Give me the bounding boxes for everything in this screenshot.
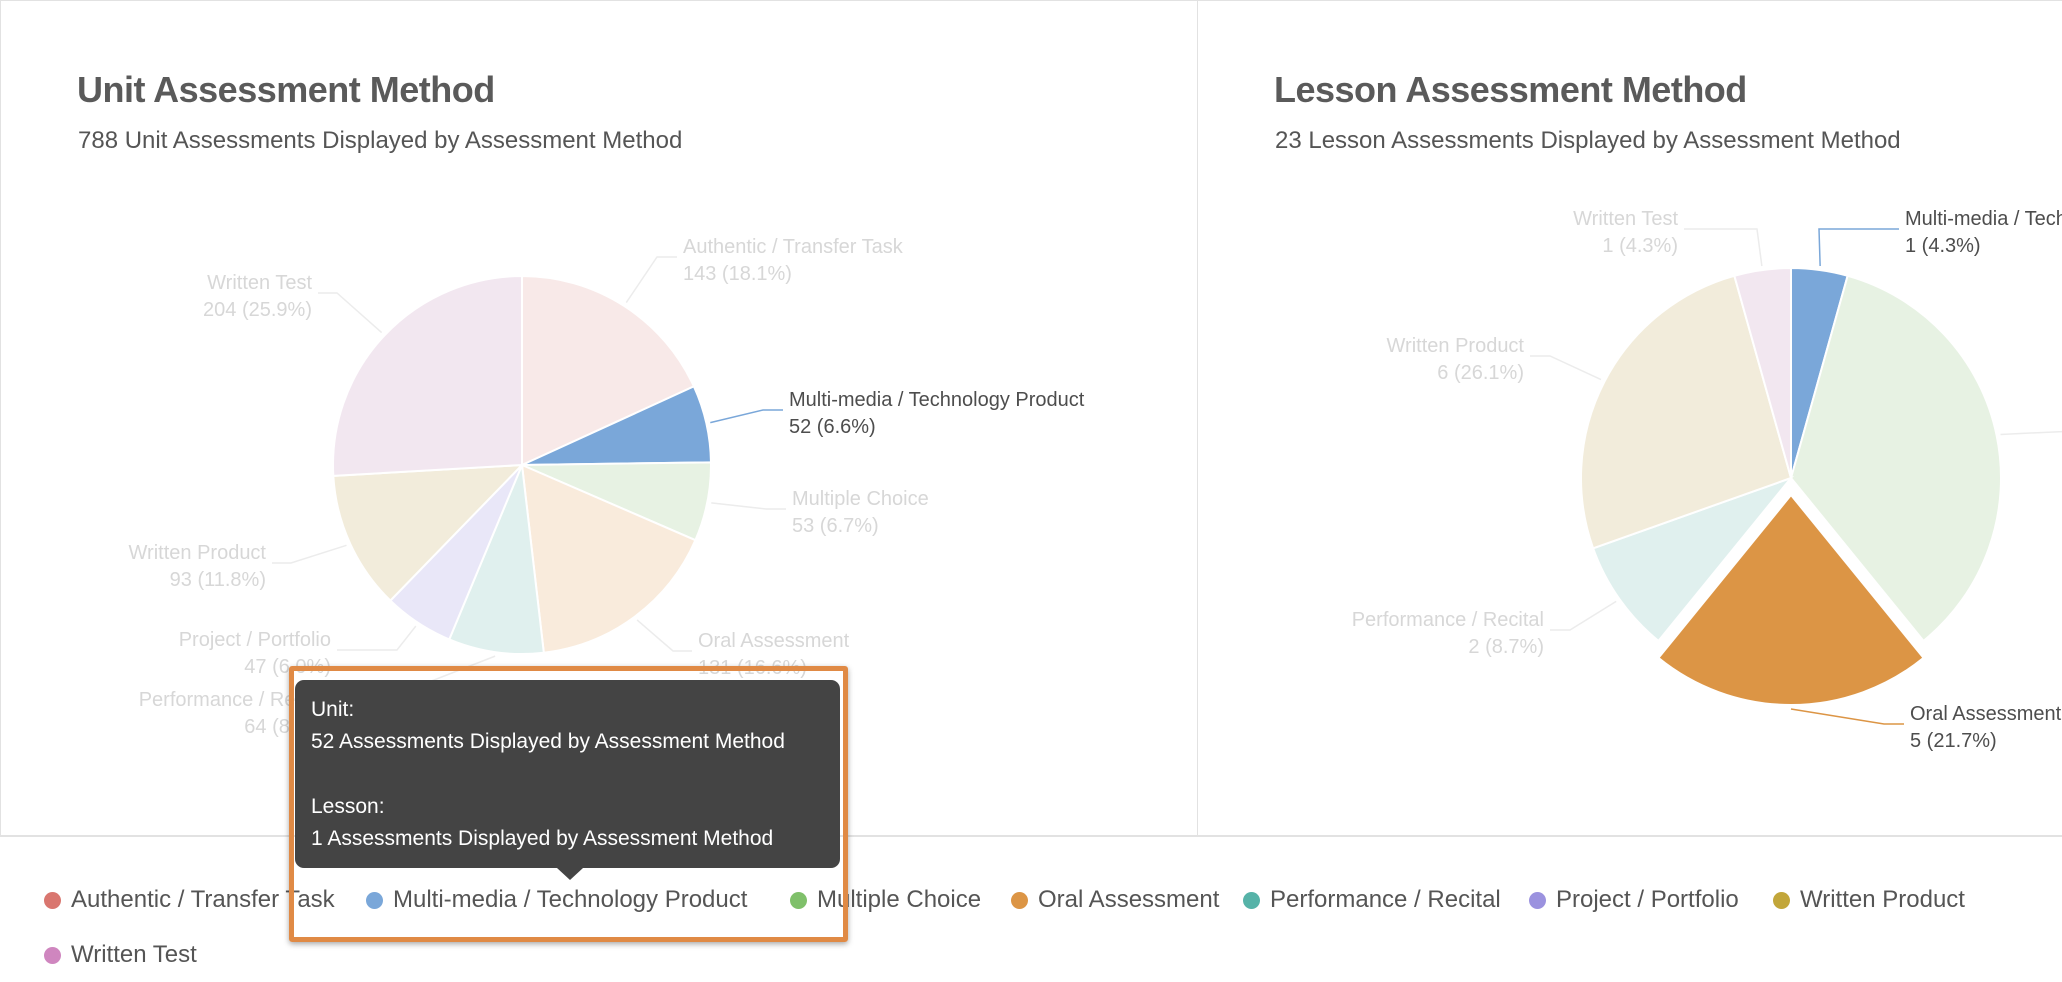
slice-label-name-written-test: Written Test	[207, 272, 312, 294]
slice-label-value-oral-assessment: 5 (21.7%)	[1910, 730, 1997, 752]
legend-item-performance-recital[interactable]: Performance / Recital	[1243, 886, 1501, 914]
legend-label: Written Test	[71, 941, 197, 968]
connector-line-multi-media-technology-product	[1818, 228, 1899, 267]
legend-item-written-test[interactable]: Written Test	[44, 941, 197, 969]
legend-item-project-portfolio[interactable]: Project / Portfolio	[1529, 886, 1739, 914]
lesson-pie-chart[interactable]: Multi-media / Technology Product 1 (4.3%)…	[1198, 1, 2062, 836]
legend-dot-icon	[44, 946, 61, 964]
slice-label-name-oral-assessment: Oral Assessment	[1910, 703, 2062, 725]
pie-slice-written-product[interactable]	[332, 463, 525, 603]
slice-label-value-multi-media-technology-product: 52 (6.6%)	[789, 416, 876, 438]
pie-slice-oral-assessment[interactable]	[520, 463, 697, 654]
unit-chart-subtitle: 788 Unit Assessments Displayed by Assess…	[78, 127, 683, 154]
tooltip-unit-text: 52 Assessments Displayed by Assessment M…	[311, 730, 785, 753]
pie-slice-authentic-transfer-task[interactable]	[521, 274, 696, 467]
pie-slice-oral-assessment[interactable]	[1657, 493, 1925, 706]
legend-dot-icon	[790, 891, 807, 909]
pie-slice-written-test[interactable]	[1733, 266, 1792, 479]
tooltip-lesson-heading: Lesson:	[311, 795, 385, 818]
tooltip-pointer	[557, 868, 583, 880]
pie-slice-performance-recital[interactable]	[1591, 475, 1795, 643]
pie-slice-written-product[interactable]	[1580, 274, 1793, 550]
slice-label-name-performance-recital: Performance / Recital	[1352, 609, 1544, 631]
pie-slice-written-test[interactable]	[332, 274, 523, 477]
pie-slices	[1580, 266, 2002, 706]
legend-dot-icon	[1243, 891, 1260, 909]
unit-chart-title: Unit Assessment Method	[77, 69, 495, 110]
slice-label-value-written-test: 204 (25.9%)	[203, 299, 312, 321]
legend-dot-icon	[44, 891, 61, 909]
tooltip-highlight-frame	[289, 666, 848, 942]
connector-line-authentic-transfer-task	[625, 256, 677, 304]
legend-dot-icon	[1529, 891, 1546, 909]
slice-label-name-project-portfolio: Project / Portfolio	[179, 629, 331, 651]
pie-slices	[332, 274, 712, 655]
legend-item-oral-assessment[interactable]: Oral Assessment	[1011, 886, 1219, 914]
slice-label-value-authentic-transfer-task: 143 (18.1%)	[683, 263, 792, 285]
legend-label: Performance / Recital	[1270, 886, 1501, 913]
slice-label-name-multi-media-technology-product: Multi-media / Technology Product	[789, 389, 1085, 411]
slice-label-name-written-test: Written Test	[1573, 208, 1678, 230]
legend-label: Multi-media / Technology Product	[393, 886, 748, 913]
slice-label-value-written-product: 6 (26.1%)	[1437, 362, 1524, 384]
connector-line-project-portfolio	[337, 625, 417, 651]
slice-label-name-oral-assessment: Oral Assessment	[698, 630, 850, 652]
pie-labels: Multi-media / Technology Product 1 (4.3%)…	[1352, 208, 2062, 752]
lesson-chart-title: Lesson Assessment Method	[1274, 69, 1747, 110]
connector-line-multi-media-technology-product	[710, 409, 783, 424]
legend-label: Written Product	[1800, 886, 1965, 913]
pie-slice-multiple-choice[interactable]	[1789, 274, 2002, 643]
slice-label-name-authentic-transfer-task: Authentic / Transfer Task	[683, 236, 904, 258]
chart-tooltip: Unit: 52 Assessments Displayed by Assess…	[295, 680, 840, 868]
connector-line-written-product	[272, 544, 347, 564]
connector-line-performance-recital	[1550, 600, 1617, 631]
lesson-chart-subtitle: 23 Lesson Assessments Displayed by Asses…	[1275, 127, 1901, 154]
slice-label-value-written-test: 1 (4.3%)	[1602, 235, 1678, 257]
legend-item-multi-media-technology-product[interactable]: Multi-media / Technology Product	[366, 886, 747, 914]
connector-line-multiple-choice	[711, 502, 786, 510]
legend-dot-icon	[1011, 891, 1028, 909]
pie-slice-performance-recital[interactable]	[447, 461, 545, 655]
slice-label-name-multi-media-technology-product: Multi-media / Technology Product	[1905, 208, 2062, 230]
unit-pie-chart[interactable]: Authentic / Transfer Task 143 (18.1%) Mult…	[1, 1, 1198, 836]
slice-label-value-project-portfolio: 47 (6.0%)	[244, 656, 331, 678]
slice-label-name-written-product: Written Product	[1387, 335, 1525, 357]
tooltip-lesson-text: 1 Assessments Displayed by Assessment Me…	[311, 827, 774, 850]
slice-label-value-multiple-choice: 53 (6.7%)	[792, 515, 879, 537]
connector-line-multiple-choice	[2000, 430, 2062, 436]
slice-label-value-written-product: 93 (11.8%)	[170, 569, 266, 591]
legend-label: Project / Portfolio	[1556, 886, 1739, 913]
slice-label-name-multiple-choice: Multiple Choice	[792, 488, 929, 510]
legend-dot-icon	[1773, 891, 1790, 909]
connector-line-written-product	[1530, 355, 1602, 381]
slice-label-name-performance-recital: Performance / Recital	[139, 689, 331, 711]
connector-line-oral-assessment	[1790, 708, 1904, 725]
connector-line-written-test	[318, 292, 383, 334]
legend-label: Oral Assessment	[1038, 886, 1220, 913]
connector-line-written-test	[1684, 228, 1763, 267]
tooltip-unit-heading: Unit:	[311, 698, 355, 721]
slice-label-value-multi-media-technology-product: 1 (4.3%)	[1905, 235, 1981, 257]
connector-line-oral-assessment	[636, 619, 692, 652]
legend-item-written-product[interactable]: Written Product	[1773, 886, 1965, 914]
lesson-chart-panel: Lesson Assessment Method 23 Lesson Asses…	[1197, 0, 2062, 836]
legend-dot-icon	[366, 891, 383, 909]
slice-label-name-written-product: Written Product	[129, 542, 267, 564]
slice-label-value-performance-recital: 2 (8.7%)	[1468, 636, 1544, 658]
pie-labels: Authentic / Transfer Task 143 (18.1%) Mult…	[129, 236, 1085, 738]
